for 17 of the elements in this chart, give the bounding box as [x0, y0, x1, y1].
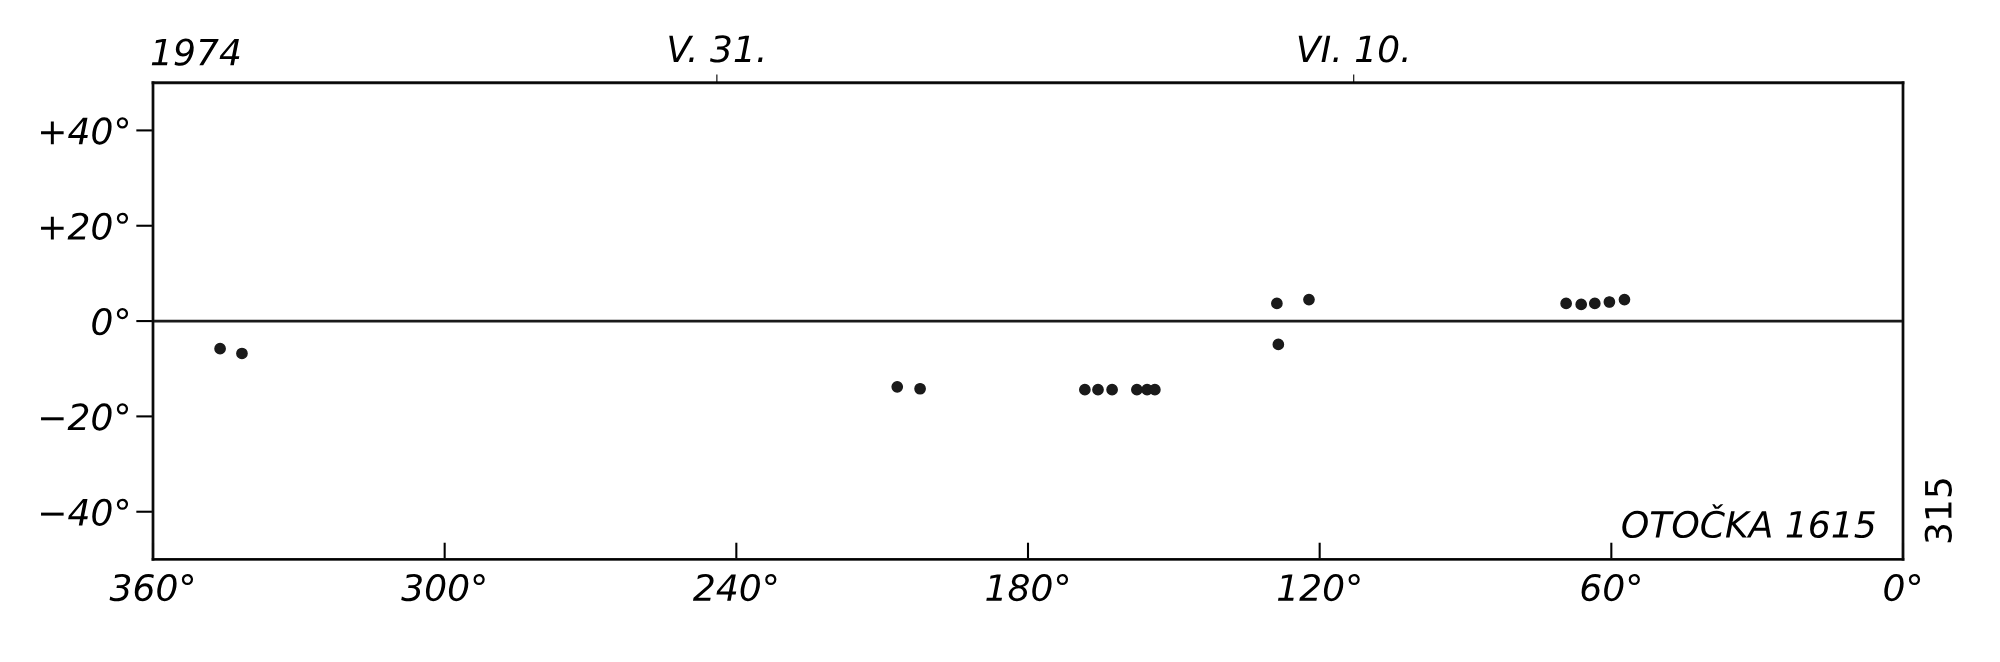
x2-tick-label: VI. 10. — [1298, 35, 1407, 63]
x-tick-label: 120° — [1277, 573, 1360, 602]
x-tick-label: 0° — [1884, 573, 1921, 602]
text: 315 — [1924, 479, 1952, 543]
annotation: OTOČKA 1615 — [1622, 504, 1875, 539]
chart-title: 1974 — [151, 38, 240, 66]
x2-tick-label: V. 31. — [669, 35, 763, 63]
x-tick-label: 60° — [1581, 573, 1640, 602]
y-tick-label: −20° — [41, 403, 129, 431]
y-tick-label: 0° — [92, 307, 129, 336]
x-tick-label: 360° — [109, 573, 194, 602]
y-tick-label: +20° — [41, 212, 129, 240]
y-tick-label: +40° — [41, 117, 129, 145]
x-tick-label: 240° — [692, 573, 777, 602]
x-tick-label: 300° — [401, 573, 485, 602]
y-tick-label: −40° — [41, 498, 129, 526]
x-tick-label: 180° — [986, 573, 1069, 602]
